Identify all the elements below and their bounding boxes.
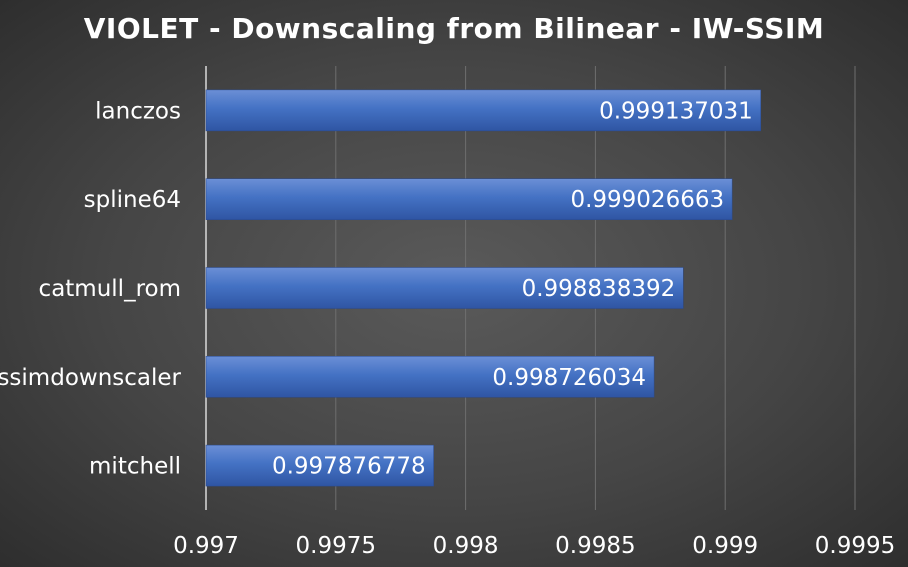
category-label: ssimdownscaler [0, 365, 182, 391]
chart-title: VIOLET - Downscaling from Bilinear - IW-… [83, 12, 825, 45]
category-label: mitchell [89, 454, 181, 480]
data-label: 0.999137031 [599, 98, 753, 124]
data-label: 0.999026663 [570, 187, 724, 213]
data-label: 0.998726034 [492, 365, 646, 391]
bar [205, 267, 684, 309]
bar [205, 178, 733, 220]
labels: 0.997 0.9975 0.998 0.9985 0.999 0.9995 lanczos… [0, 98, 895, 559]
bars [205, 89, 762, 487]
x-tick-label: 0.9985 [555, 533, 635, 559]
x-tick-label: 0.9975 [296, 533, 376, 559]
bar [205, 444, 434, 487]
data-label: 0.998838392 [522, 276, 676, 302]
data-label: 0.997876778 [272, 454, 426, 480]
x-tick-label: 0.998 [433, 533, 499, 559]
x-tick-label: 0.999 [692, 533, 758, 559]
bar [205, 356, 655, 398]
category-label: catmull_rom [39, 276, 181, 302]
category-label: spline64 [84, 187, 181, 213]
x-tick-label: 0.9995 [815, 533, 895, 559]
category-label: lanczos [95, 98, 181, 124]
x-tick-label: 0.997 [173, 533, 239, 559]
bar [205, 89, 762, 132]
